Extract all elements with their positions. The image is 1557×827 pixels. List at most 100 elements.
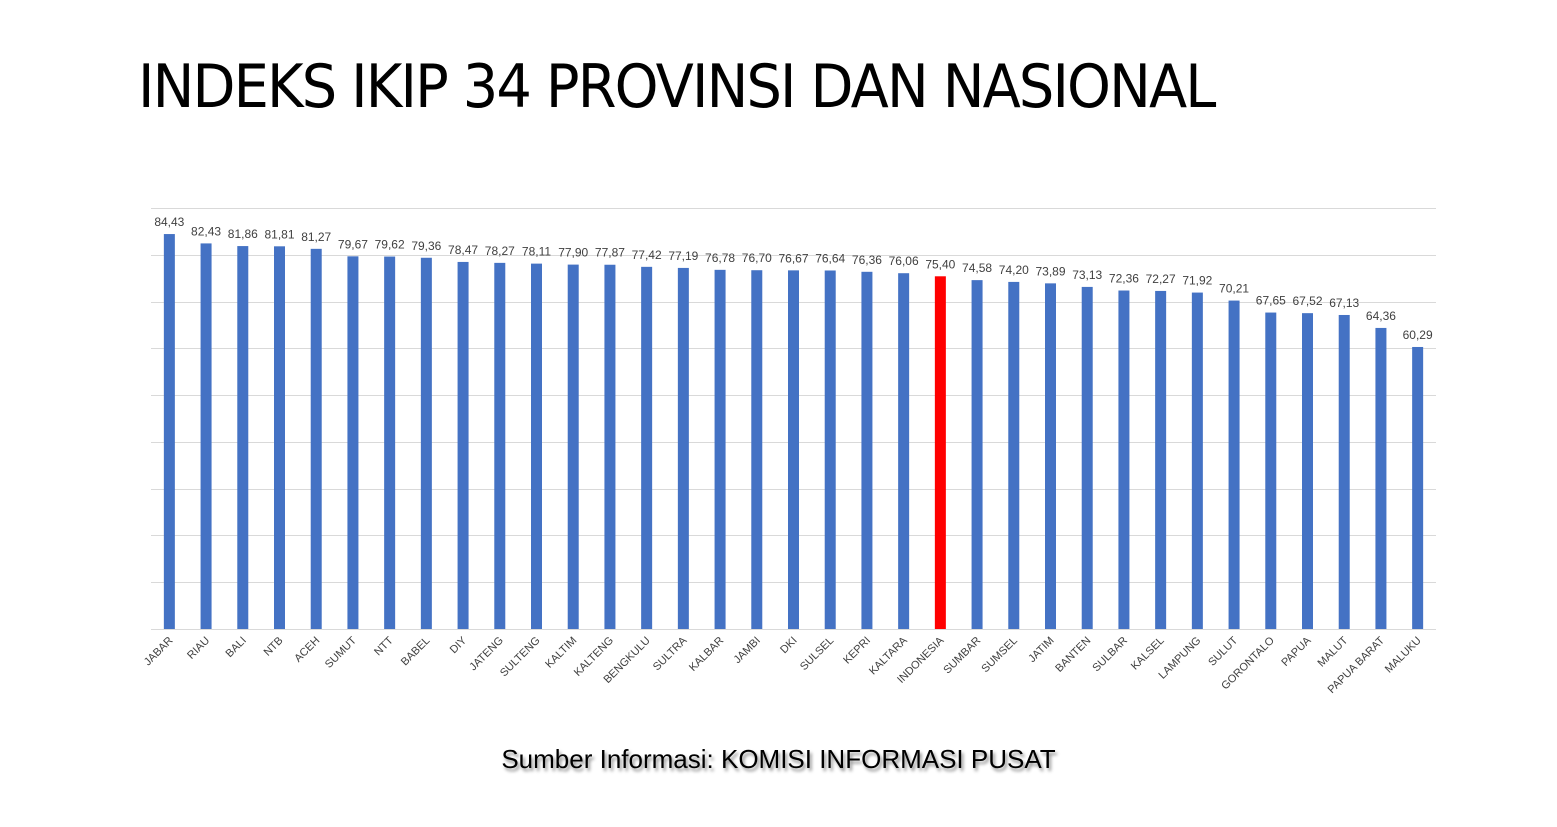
- bar-kalbar: [714, 269, 726, 629]
- value-label: 75,40: [925, 257, 955, 271]
- bar-papua-barat: [1375, 327, 1387, 629]
- value-label: 76,06: [889, 254, 919, 268]
- value-label: 76,67: [778, 251, 808, 265]
- bar-papua: [1302, 313, 1313, 629]
- bar-dki: [788, 270, 799, 629]
- value-label: 67,52: [1292, 294, 1322, 308]
- bar-sumbar: [971, 280, 983, 629]
- value-label: 77,42: [632, 248, 662, 262]
- category-label: SULTRA: [651, 634, 690, 673]
- value-label: 81,81: [264, 227, 294, 241]
- category-label: JABAR: [142, 635, 176, 669]
- bar-ntt: [384, 256, 396, 629]
- value-label: 72,27: [1146, 272, 1176, 286]
- value-label: 76,64: [815, 251, 845, 265]
- bar-sulteng: [531, 263, 542, 629]
- category-label: BANTEN: [1053, 635, 1093, 675]
- bar-banten: [1081, 286, 1093, 629]
- category-label: SULSEL: [798, 635, 836, 673]
- bar-sulsel: [824, 270, 836, 629]
- bars: [163, 234, 1424, 630]
- bar-kaltim: [567, 264, 579, 629]
- bar-diy: [457, 261, 469, 629]
- value-label: 79,36: [411, 239, 441, 253]
- value-label: 74,20: [999, 263, 1029, 277]
- value-label: 60,29: [1403, 328, 1433, 342]
- bar-bengkulu: [641, 266, 653, 629]
- category-label: NTB: [262, 635, 286, 659]
- bar-maluku: [1412, 346, 1424, 629]
- value-label: 70,21: [1219, 282, 1249, 296]
- value-label: 81,86: [228, 227, 258, 241]
- bar-sumsel: [1008, 281, 1020, 629]
- category-label: ACEH: [292, 635, 322, 665]
- bar-gorontalo: [1265, 312, 1277, 629]
- value-label: 81,27: [301, 230, 331, 244]
- value-label: 79,62: [375, 238, 405, 252]
- value-label: 67,13: [1329, 296, 1359, 310]
- source-note: Sumber Informasi: KOMISI INFORMASI PUSAT: [501, 744, 1056, 774]
- bar-sulut: [1228, 300, 1240, 629]
- category-label: SULUT: [1206, 634, 1240, 668]
- category-label: SULBAR: [1090, 635, 1130, 675]
- category-label: SULTENG: [498, 635, 543, 680]
- bar-bali: [237, 246, 249, 629]
- category-label: JAMBI: [732, 635, 763, 666]
- category-label: KALTIM: [543, 635, 579, 671]
- bar-riau: [200, 243, 212, 630]
- bar-indonesia: [934, 276, 946, 629]
- bar-malut: [1338, 314, 1350, 629]
- value-label: 67,65: [1256, 294, 1286, 308]
- value-label: 74,58: [962, 261, 992, 275]
- bar-jambi: [751, 270, 763, 629]
- category-label: BALI: [224, 635, 249, 660]
- value-label: 77,87: [595, 246, 625, 260]
- category-label: SUMBAR: [941, 635, 983, 677]
- bar-aceh: [310, 248, 322, 629]
- value-label: 76,70: [742, 251, 772, 265]
- category-label: DIY: [448, 634, 470, 656]
- category-label: BABEL: [399, 635, 433, 669]
- bar-sulbar: [1118, 290, 1130, 629]
- value-label: 72,36: [1109, 272, 1139, 286]
- value-label: 73,13: [1072, 268, 1102, 282]
- bar-babel: [420, 257, 432, 629]
- category-label: SUMUT: [323, 634, 359, 670]
- value-label: 78,47: [448, 243, 478, 257]
- bar-sumut: [347, 256, 359, 629]
- value-label: 78,27: [485, 244, 515, 258]
- value-label: 79,67: [338, 237, 368, 251]
- bar-kalteng: [604, 264, 616, 629]
- category-label: RIAU: [185, 635, 212, 662]
- bar-sultra: [677, 267, 689, 629]
- value-label: 84,43: [154, 215, 184, 229]
- value-label: 77,90: [558, 246, 588, 260]
- category-label: SUMSEL: [979, 635, 1019, 675]
- value-label: 76,78: [705, 251, 735, 265]
- category-label: KEPRI: [841, 635, 873, 667]
- bar-kalsel: [1155, 290, 1167, 629]
- bar-jateng: [494, 262, 506, 629]
- bar-kaltara: [898, 273, 910, 629]
- category-label: DKI: [778, 635, 799, 656]
- value-label: 71,92: [1182, 274, 1212, 288]
- bar-lampung: [1191, 292, 1203, 629]
- value-label: 77,19: [668, 249, 698, 263]
- value-label: 64,36: [1366, 309, 1396, 323]
- category-labels: JABAR RIAU BALI NTB ACEH SUMUT NTT BABEL DIYJATE…: [142, 634, 1424, 696]
- value-label: 73,89: [1035, 264, 1065, 278]
- category-label: MALUT: [1315, 634, 1350, 669]
- page-title: INDEKS IKIP 34 PROVINSI DAN NASIONAL: [138, 52, 1216, 122]
- category-label: MALUKU: [1383, 635, 1424, 676]
- bar-kepri: [861, 271, 873, 629]
- value-label: 78,11: [522, 245, 551, 259]
- category-label: PAPUA: [1279, 634, 1314, 669]
- category-label: KALSEL: [1129, 635, 1167, 673]
- category-label: NTT: [372, 634, 396, 658]
- category-label: KALBAR: [687, 635, 726, 674]
- category-label: JATIM: [1026, 635, 1056, 665]
- value-label: 76,36: [852, 253, 882, 267]
- bar-jatim: [1045, 283, 1056, 629]
- bar-jabar: [163, 234, 175, 629]
